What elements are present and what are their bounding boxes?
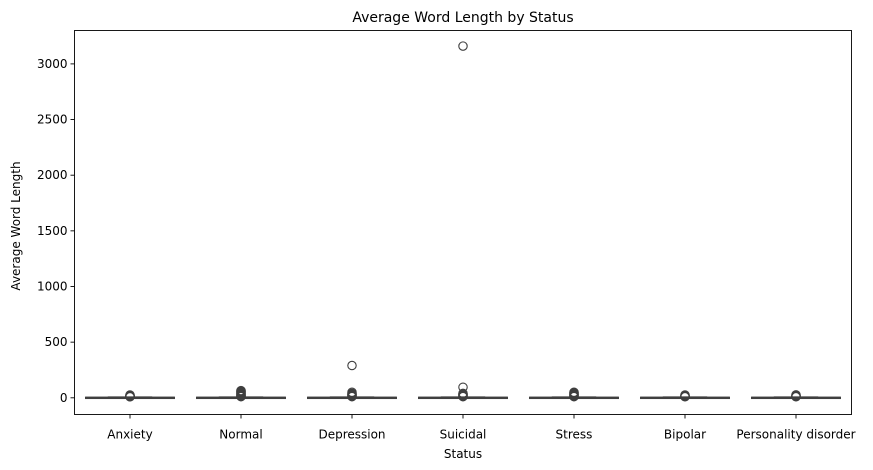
x-axis: Anxiety Normal Depression Suicidal Stress Bip…	[107, 414, 856, 442]
x-axis-label: Status	[444, 447, 482, 461]
y-tick-label: 2500	[37, 113, 68, 127]
plot-area	[84, 41, 841, 402]
x-tick-label: Bipolar	[664, 428, 706, 442]
y-tick-label: 2000	[37, 168, 68, 182]
box-group	[196, 385, 287, 402]
outlier-point	[125, 390, 135, 400]
y-tick-label: 500	[45, 335, 68, 349]
y-axis-label: Average Word Length	[9, 161, 23, 290]
outlier-point	[458, 41, 468, 51]
chart-title: Average Word Length by Status	[352, 10, 573, 26]
box-group	[84, 390, 176, 402]
x-tick-label: Stress	[556, 428, 593, 442]
outlier-point	[791, 390, 801, 400]
x-tick-label: Suicidal	[440, 428, 487, 442]
outlier-point	[569, 387, 579, 397]
plot-frame	[74, 30, 852, 415]
y-tick-label: 1500	[37, 224, 68, 238]
y-tick-label: 0	[60, 391, 68, 405]
y-tick-label: 1000	[37, 280, 68, 294]
outlier-point	[347, 387, 357, 397]
box-group	[528, 387, 619, 402]
outlier-point	[236, 385, 246, 396]
box-group	[418, 41, 509, 402]
box-group	[639, 390, 730, 402]
outlier-point	[458, 382, 468, 392]
x-tick-label: Depression	[318, 428, 385, 442]
outlier-point	[347, 360, 357, 371]
box-group	[750, 390, 841, 402]
x-tick-label: Personality disorder	[736, 428, 855, 442]
x-tick-label: Anxiety	[107, 428, 152, 442]
y-axis: 0 500 1000 1500 2000 2500 3000	[37, 57, 75, 405]
outlier-point	[680, 390, 690, 400]
box-group	[307, 360, 398, 402]
x-tick-label: Normal	[219, 428, 262, 442]
outlier-point	[458, 388, 468, 399]
y-tick-label: 3000	[37, 57, 68, 71]
